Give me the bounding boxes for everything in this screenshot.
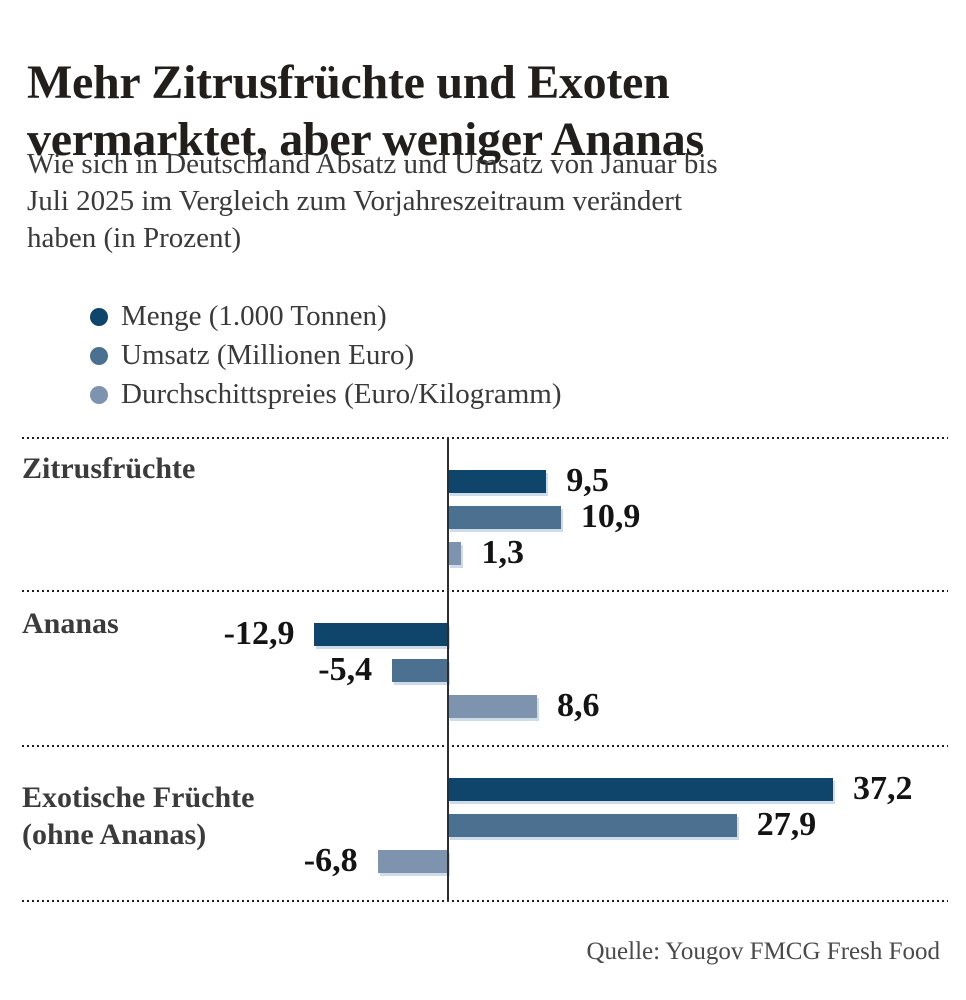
value-label: 27,9 <box>756 805 817 843</box>
subtitle-line-3: haben (in Prozent) <box>27 222 242 254</box>
title-line-2: vermarktet, aber weniger Ananas <box>27 113 704 167</box>
circle-icon <box>90 307 108 326</box>
category-label: Exotische Früchte (ohne Ananas) <box>22 779 254 853</box>
bar <box>377 850 448 873</box>
zero-axis-line <box>447 437 449 902</box>
legend-item-label: Menge (1.000 Tonnen) <box>121 300 387 332</box>
value-label: -12,9 <box>223 614 295 652</box>
bar <box>448 695 537 718</box>
source-note: Quelle: Yougov FMCG Fresh Food <box>586 938 940 965</box>
value-label: 8,6 <box>557 686 600 724</box>
bar <box>314 623 448 646</box>
bar <box>392 659 448 682</box>
value-label: -5,4 <box>318 650 373 688</box>
value-label: 37,2 <box>853 769 913 807</box>
category-label-line: Exotische Früchte <box>22 781 255 814</box>
value-label: 9,5 <box>566 461 609 499</box>
separator-line <box>22 900 948 902</box>
chart-subtitle: Wie sich in Deutschland Absatz und Umsat… <box>27 146 718 257</box>
circle-icon <box>90 346 108 365</box>
value-label: -6,8 <box>303 841 358 879</box>
subtitle-line-2: Juli 2025 im Vergleich zum Vorjahreszeit… <box>27 185 683 217</box>
subtitle-line-1: Wie sich in Deutschland Absatz und Umsat… <box>27 148 718 180</box>
bar <box>448 814 737 837</box>
category-label-line: Zitrusfrüchte <box>22 452 196 485</box>
page-title: Mehr Zitrusfrüchte und Exoten vermarktet… <box>27 54 704 168</box>
separator-line <box>22 437 948 439</box>
separator-line <box>22 745 948 747</box>
legend-item-label: Durchschittspreies (Euro/Kilogramm) <box>121 378 562 410</box>
legend-item: Durchschittspreies (Euro/Kilogramm) <box>90 375 562 414</box>
bar <box>448 778 834 801</box>
legend: Menge (1.000 Tonnen) Umsatz (Millionen E… <box>90 297 562 414</box>
separator-line <box>22 590 948 592</box>
category-label-line: Ananas <box>22 607 119 640</box>
value-label: 10,9 <box>580 497 641 535</box>
category-label: Zitrusfrüchte <box>22 450 195 487</box>
title-line-1: Mehr Zitrusfrüchte und Exoten <box>27 56 670 110</box>
bar <box>448 470 547 493</box>
category-label: Ananas <box>22 605 119 642</box>
legend-item: Menge (1.000 Tonnen) <box>90 297 562 336</box>
legend-item-label: Umsatz (Millionen Euro) <box>121 339 415 371</box>
category-label-line: (ohne Ananas) <box>22 818 207 851</box>
circle-icon <box>90 385 108 404</box>
value-label: 1,3 <box>481 533 524 571</box>
bar <box>448 542 462 565</box>
legend-item: Umsatz (Millionen Euro) <box>90 336 562 375</box>
bar <box>448 506 561 529</box>
